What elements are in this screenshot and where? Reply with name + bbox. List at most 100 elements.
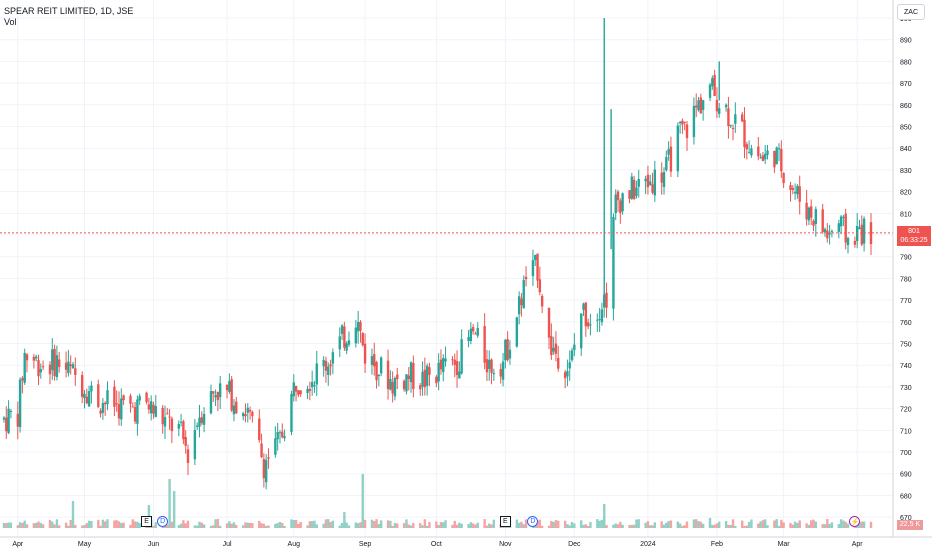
earnings-event-marker[interactable]: E [499,516,511,527]
candle-body [154,406,157,417]
volume-bar [807,524,811,528]
volume-legend-label[interactable]: Vol [4,17,17,27]
volume-bar [402,523,406,528]
volume-bar [814,521,818,528]
candle-body [327,366,330,375]
candle-body [166,413,169,415]
volume-bar [651,525,654,528]
volume-bar [99,525,102,528]
candle-body [734,114,737,124]
volume-bar [5,523,8,528]
candle-body [759,157,762,159]
candle-body [563,372,567,379]
candle-body [534,254,537,261]
volume-bar [761,520,765,528]
candle-body [83,393,86,399]
candle-body [74,368,77,375]
symbol-title[interactable]: SPEAR REIT LIMITED, 1D, JSE [4,6,134,16]
volume-bar [244,522,247,528]
volume-bar [166,524,169,528]
y-tick-label: 700 [900,450,912,457]
candle-body [214,395,217,398]
volume-bar [547,525,551,528]
volume-bar [283,525,286,528]
candle-body [557,357,560,369]
candle-body [644,178,647,182]
volume-bar [796,522,799,528]
x-tick-label: Jun [148,541,159,548]
volume-bar [483,519,486,528]
volume-bar [419,523,422,528]
candle-body [421,371,424,387]
volume-bar [179,523,183,528]
earnings-event-marker[interactable]: E [141,516,153,527]
volume-bar [117,521,121,528]
volume-bar [115,520,118,528]
volume-bar [198,521,201,528]
candle-body [409,362,413,383]
volume-bar [842,520,845,528]
candle-body [697,100,700,111]
volume-bars [2,474,873,528]
candle-body [64,362,68,370]
volume-bar [724,520,728,528]
volume-spike [168,479,171,528]
candle-body [228,381,231,392]
candle-body [662,172,666,188]
candle-body [163,417,167,427]
candle-body [308,388,312,392]
split-event-marker[interactable]: ⚡ [849,516,861,527]
volume-bar [37,521,40,528]
dividend-event-marker[interactable]: D [157,516,169,527]
candle-body [347,340,351,345]
x-tick-label: Feb [711,541,723,548]
candle-body [780,148,783,172]
volume-bar [775,519,778,528]
volume-bar [55,519,59,528]
candle-body [747,152,751,154]
volume-bar [184,523,187,528]
candle-body [37,360,40,377]
candle-body [120,398,123,420]
candle-body [370,356,374,365]
candle-body [715,100,719,112]
dividend-event-marker[interactable]: D [527,516,539,527]
price-axis-bg [893,0,932,550]
candle-body [499,368,502,377]
volume-bar [101,519,105,528]
price-axis[interactable]: 670 680 690 700 710 720 730 740 750 760 770 780 790 8… [892,0,932,550]
volume-bar [731,519,735,528]
candle-body [405,374,408,392]
candle-body [692,105,696,138]
candle-body [235,401,238,414]
volume-bar [734,525,737,528]
candle-body [807,207,811,221]
volume-bar [103,521,107,528]
volume-bar [492,519,496,528]
volume-bar [214,519,217,528]
candle-body [329,364,332,367]
volume-bar [474,524,477,528]
candle-body [306,388,309,393]
candle-body [632,179,636,200]
volume-bar [630,524,634,528]
volume-bar [869,521,873,528]
volume-bar [644,522,647,528]
currency-button[interactable]: ZAC [897,4,925,20]
candle-body [152,404,155,414]
volume-bar [67,525,70,528]
candle-body [428,367,431,375]
volume-bar [662,524,666,528]
y-tick-label: 680 [900,493,912,500]
candle-body [363,343,367,364]
time-axis[interactable]: Apr May Jun Jul Aug Sep Oct Nov Dec 2024 Feb Mar Apr [0,536,932,548]
candle-body [262,459,266,479]
volume-bar [810,520,813,528]
candle-body [122,395,125,401]
volume-bar [53,524,56,528]
volume-bar [170,521,174,528]
volume-bar [338,525,341,528]
candle-body [138,396,141,401]
